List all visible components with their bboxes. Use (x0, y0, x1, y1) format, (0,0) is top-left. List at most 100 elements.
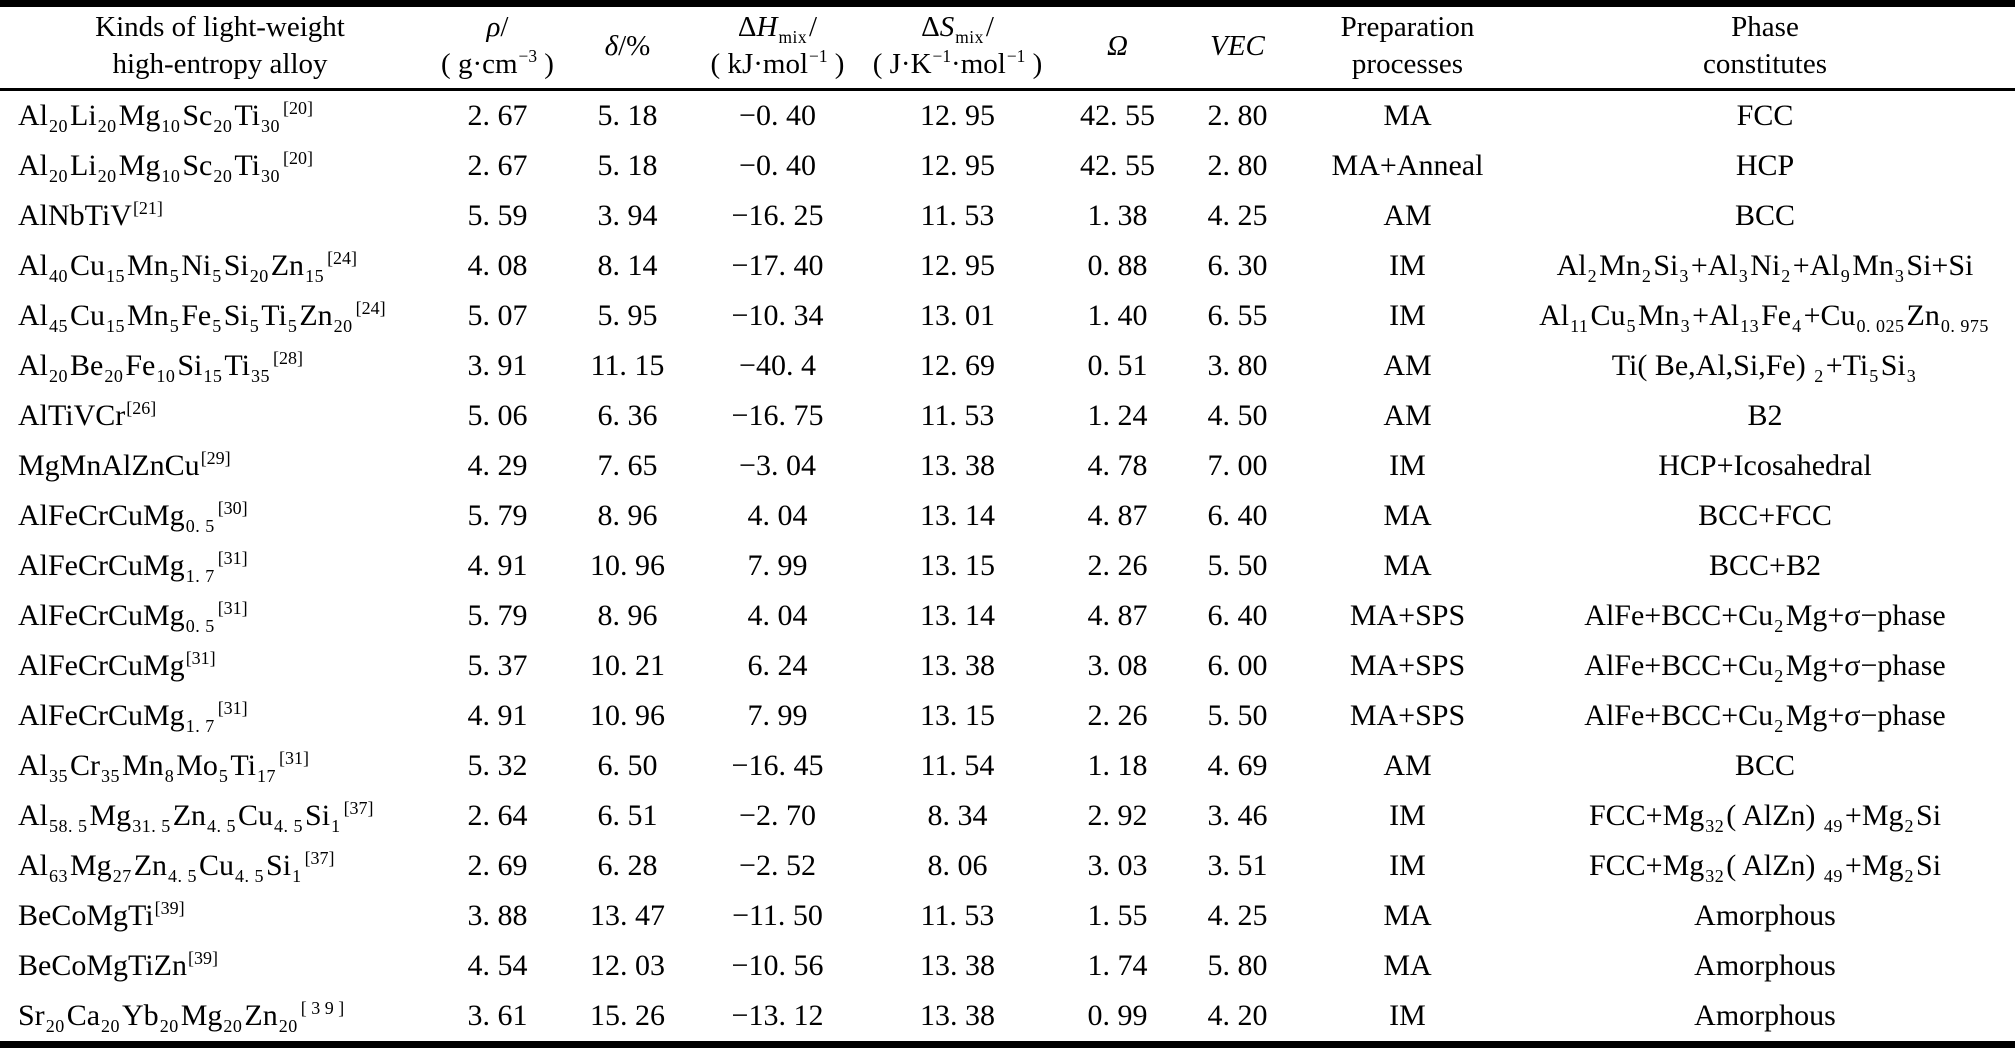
cell-dSmix: 12. 95 (920, 249, 995, 282)
cell-delta: 13. 47 (590, 899, 665, 932)
cell-dSmix: 8. 34 (927, 799, 988, 832)
cell-alloy: Al45Cu15Mn5Fe5Si5Ti5Zn20[24] (18, 297, 386, 336)
cell-delta: 10. 96 (590, 549, 665, 582)
cell-dHmix: −3. 04 (739, 449, 816, 482)
cell-phase: Amorphous (1694, 949, 1836, 982)
cell-dHmix: −40. 4 (739, 349, 816, 382)
cell-phase: AlFe+BCC+Cu2Mg+σ−phase (1584, 699, 1946, 736)
table-row: Sr20Ca20Yb20Mg20Zn20[ 3 9 ] 3. 61 15. 26 −1… (0, 991, 2015, 1045)
cell-omega: 4. 87 (1087, 499, 1148, 532)
cell-dSmix: 13. 15 (920, 549, 995, 582)
table-row: AlNbTiV[21] 5. 59 3. 94 −16. 25 11. 53 1. 38 4… (0, 191, 2015, 241)
cell-vec: 7. 00 (1207, 449, 1268, 482)
cell-density: 2. 67 (467, 99, 528, 132)
column-header-phase: Phase constitutes (1515, 3, 2015, 91)
cell-alloy: Al20Li20Mg10Sc20Ti30[20] (18, 97, 313, 136)
cell-omega: 0. 99 (1087, 999, 1148, 1032)
cell-alloy: Al20Li20Mg10Sc20Ti30[20] (18, 147, 313, 186)
cell-omega: 1. 18 (1087, 749, 1148, 782)
column-header-omega: Ω (1060, 3, 1175, 91)
cell-dSmix: 11. 53 (920, 199, 995, 232)
cell-dSmix: 13. 38 (920, 999, 995, 1032)
table-row: AlFeCrCuMg0. 5[30] 5. 79 8. 96 4. 04 13. 14 4… (0, 491, 2015, 541)
cell-dHmix: −2. 70 (739, 799, 816, 832)
cell-dSmix: 13. 14 (920, 599, 995, 632)
cell-dHmix: −13. 12 (731, 999, 824, 1032)
table-row: AlFeCrCuMg[31] 5. 37 10. 21 6. 24 13. 38 3. 0… (0, 641, 2015, 691)
cell-dHmix: −11. 50 (732, 899, 823, 932)
cell-dHmix: −2. 52 (739, 849, 816, 882)
cell-density: 2. 69 (467, 849, 528, 882)
cell-alloy: Al20Be20Fe10Si15Ti35[28] (18, 347, 303, 386)
cell-phase: BCC (1734, 199, 1796, 232)
cell-delta: 3. 94 (597, 199, 658, 232)
table-row: BeCoMgTi[39] 3. 88 13. 47 −11. 50 11. 53 1. 5… (0, 891, 2015, 941)
cell-omega: 3. 08 (1087, 649, 1148, 682)
cell-prep: AM (1383, 399, 1432, 432)
cell-dSmix: 12. 95 (920, 99, 995, 132)
cell-density: 3. 88 (467, 899, 528, 932)
cell-phase: BCC (1734, 749, 1796, 782)
cell-dHmix: 7. 99 (747, 699, 808, 732)
cell-dHmix: −0. 40 (739, 99, 816, 132)
cell-density: 5. 79 (467, 499, 528, 532)
cell-dSmix: 8. 06 (927, 849, 988, 882)
cell-omega: 1. 40 (1087, 299, 1148, 332)
cell-alloy: Al63Mg27Zn4. 5Cu4. 5Si1[37] (18, 847, 335, 886)
cell-vec: 6. 40 (1207, 499, 1268, 532)
cell-delta: 8. 14 (597, 249, 658, 282)
cell-phase: BCC+FCC (1698, 499, 1832, 532)
cell-density: 4. 54 (467, 949, 528, 982)
table-row: Al35Cr35Mn8Mo5Ti17[31] 5. 32 6. 50 −16. 45 1… (0, 741, 2015, 791)
cell-delta: 7. 65 (597, 449, 658, 482)
table-row: Al58. 5Mg31. 5Zn4. 5Cu4. 5Si1[37] 2. 64 6.… (0, 791, 2015, 841)
cell-omega: 2. 92 (1087, 799, 1148, 832)
table-header: Kinds of light-weight high-entropy alloy ρ… (0, 3, 2015, 91)
cell-dSmix: 13. 38 (920, 449, 995, 482)
cell-omega: 2. 26 (1087, 699, 1148, 732)
cell-density: 3. 91 (467, 349, 528, 382)
cell-alloy: AlTiVCr[26] (18, 397, 157, 432)
cell-dHmix: −0. 40 (739, 149, 816, 182)
cell-phase: AlFe+BCC+Cu2Mg+σ−phase (1584, 599, 1946, 636)
cell-vec: 6. 40 (1207, 599, 1268, 632)
cell-delta: 5. 95 (597, 299, 658, 332)
cell-vec: 4. 25 (1207, 899, 1268, 932)
cell-dSmix: 13. 01 (920, 299, 995, 332)
cell-dSmix: 13. 38 (920, 949, 995, 982)
cell-omega: 1. 55 (1087, 899, 1148, 932)
cell-vec: 5. 80 (1207, 949, 1268, 982)
cell-vec: 3. 80 (1207, 349, 1268, 382)
cell-vec: 6. 30 (1207, 249, 1268, 282)
cell-dSmix: 11. 53 (920, 899, 995, 932)
cell-dHmix: −17. 40 (731, 249, 824, 282)
cell-prep: MA+SPS (1349, 699, 1466, 732)
cell-density: 5. 06 (467, 399, 528, 432)
cell-alloy: AlNbTiV[21] (18, 197, 163, 232)
cell-phase: B2 (1747, 399, 1783, 432)
cell-vec: 4. 50 (1207, 399, 1268, 432)
cell-dHmix: 4. 04 (747, 499, 808, 532)
cell-delta: 6. 28 (597, 849, 658, 882)
table-header-row: Kinds of light-weight high-entropy alloy ρ… (0, 3, 2015, 91)
cell-vec: 3. 46 (1207, 799, 1268, 832)
cell-phase: Ti( Be,Al,Si,Fe) 2+Ti5Si3 (1611, 349, 1917, 386)
cell-density: 4. 91 (467, 699, 528, 732)
cell-prep: AM (1383, 749, 1432, 782)
cell-omega: 42. 55 (1080, 99, 1155, 132)
cell-delta: 10. 21 (590, 649, 665, 682)
cell-phase: Amorphous (1694, 899, 1836, 932)
cell-prep: IM (1389, 249, 1426, 282)
cell-density: 2. 67 (467, 149, 528, 182)
table-row: Al20Li20Mg10Sc20Ti30[20] 2. 67 5. 18 −0. 40… (0, 90, 2015, 142)
cell-density: 4. 08 (467, 249, 528, 282)
cell-phase: Al11Cu5Mn3+Al13Fe4+Cu0. 025Zn0. 975 (1539, 299, 1989, 336)
cell-dHmix: −16. 75 (731, 399, 824, 432)
cell-vec: 3. 51 (1207, 849, 1268, 882)
table-row: AlFeCrCuMg0. 5[31] 5. 79 8. 96 4. 04 13. 14 4… (0, 591, 2015, 641)
table-row: AlTiVCr[26] 5. 06 6. 36 −16. 75 11. 53 1. 24 4… (0, 391, 2015, 441)
cell-prep: MA+SPS (1349, 649, 1466, 682)
cell-vec: 4. 69 (1207, 749, 1268, 782)
cell-prep: MA (1383, 499, 1432, 532)
